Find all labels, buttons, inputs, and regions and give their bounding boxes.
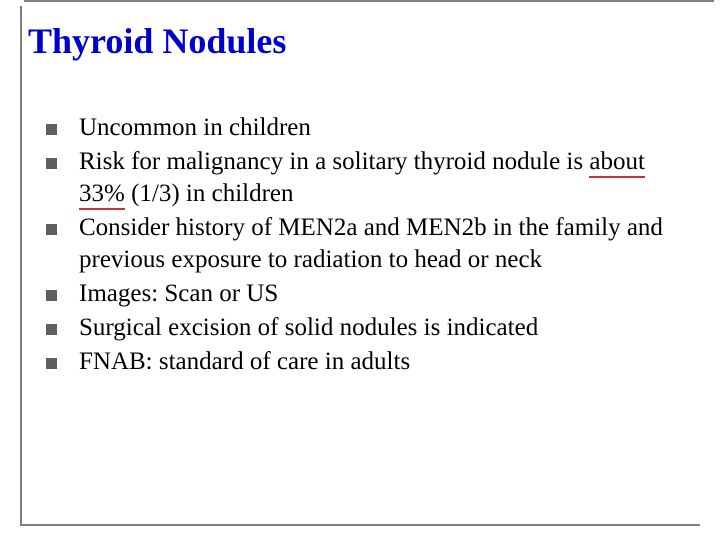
slide-title: Thyroid Nodules xyxy=(28,20,714,62)
bullet-text: Uncommon in children xyxy=(79,112,311,144)
list-item: Uncommon in children xyxy=(46,112,686,144)
square-bullet-icon xyxy=(46,158,57,169)
bullet-text: FNAB: standard of care in adults xyxy=(79,346,410,378)
title-region: Thyroid Nodules xyxy=(24,0,714,80)
list-item: Surgical excision of solid nodules is in… xyxy=(46,312,686,344)
square-bullet-icon xyxy=(46,224,57,235)
bullet-text: Risk for malignancy in a solitary thyroi… xyxy=(79,146,686,210)
bullet-text: Consider history of MEN2a and MEN2b in t… xyxy=(79,212,686,276)
square-bullet-icon xyxy=(46,358,57,369)
list-item: Risk for malignancy in a solitary thyroi… xyxy=(46,146,686,210)
square-bullet-icon xyxy=(46,324,57,335)
slide-content: Uncommon in children Risk for malignancy… xyxy=(46,112,686,380)
bullet-post: (1/3) in children xyxy=(125,180,294,207)
list-item: Consider history of MEN2a and MEN2b in t… xyxy=(46,212,686,276)
square-bullet-icon xyxy=(46,124,57,135)
list-item: FNAB: standard of care in adults xyxy=(46,346,686,378)
bullet-text: Surgical excision of solid nodules is in… xyxy=(79,312,538,344)
bullet-pre: Risk for malignancy in a solitary thyroi… xyxy=(79,148,589,175)
bullet-text: Images: Scan or US xyxy=(79,278,278,310)
list-item: Images: Scan or US xyxy=(46,278,686,310)
square-bullet-icon xyxy=(46,290,57,301)
